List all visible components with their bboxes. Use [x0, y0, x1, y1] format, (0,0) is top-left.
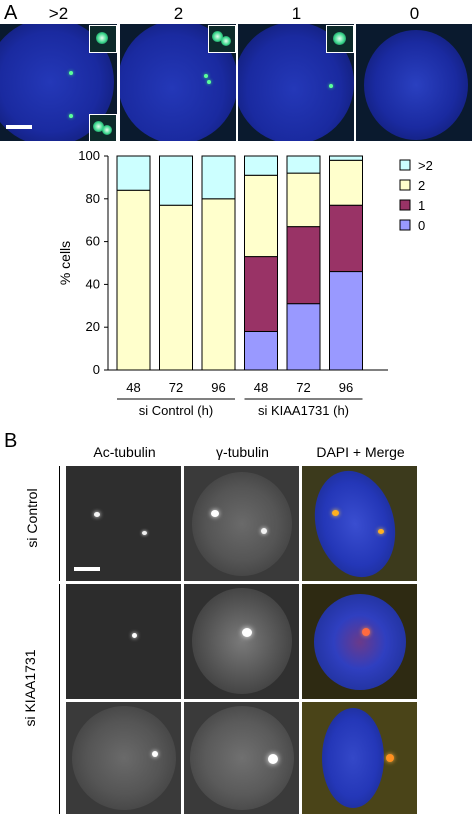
- bar-segment-2: [201, 198, 236, 371]
- image-label-0: 0: [409, 4, 420, 23]
- centriole-signal: [69, 114, 73, 118]
- centrosome-signal: [386, 754, 394, 762]
- micrograph-0: [356, 24, 472, 141]
- y-tick-label: 20: [86, 319, 100, 334]
- inset-zoom: [89, 25, 117, 53]
- bar-segment-2: [116, 189, 151, 371]
- centrosome-signal: [268, 754, 278, 764]
- image-label-gt2: >2: [48, 4, 69, 23]
- bar-segment-gt2: [244, 155, 278, 176]
- micrograph-control-merge: [302, 466, 417, 581]
- cell-body: [192, 472, 292, 576]
- panel-letter-b: B: [4, 430, 18, 452]
- column-label-dapi-merge: DAPI + Merge: [316, 444, 405, 460]
- cell-body: [190, 706, 294, 810]
- cell-body: [192, 588, 292, 694]
- legend-entry: 2: [418, 178, 425, 193]
- bar-segment-2: [329, 159, 363, 206]
- micrograph-2: [120, 24, 236, 141]
- micrograph-control-gamma-tubulin: [184, 466, 299, 581]
- y-tick-label: 40: [86, 276, 100, 291]
- centriole-signal: [69, 71, 73, 75]
- micrograph-kiaa-merge-1: [302, 584, 417, 699]
- centriole-signal: [204, 74, 208, 78]
- y-tick-label: 100: [78, 148, 100, 163]
- micrograph-1: [238, 24, 354, 141]
- x-tick-label: 48: [126, 380, 140, 395]
- column-label-gamma-tubulin: γ-tubulin: [216, 444, 269, 460]
- micrograph-gt2: [0, 24, 117, 141]
- bar-segment-1: [244, 256, 278, 332]
- bar-segment-0: [244, 330, 278, 371]
- centrosome-signal: [261, 528, 267, 534]
- centrosome-signal: [94, 512, 100, 517]
- y-tick-label: 60: [86, 234, 100, 249]
- panel-letter-a: A: [4, 2, 18, 24]
- centrosome-signal: [242, 628, 252, 637]
- centrosome-signal: [332, 510, 339, 516]
- nucleus-0: [364, 30, 468, 140]
- micrograph-kiaa-gamma-tubulin-1: [184, 584, 299, 699]
- cell-body: [72, 706, 176, 810]
- bar-segment-0: [286, 303, 321, 371]
- centrosome-signal: [152, 751, 158, 757]
- legend-swatch: [399, 179, 411, 191]
- inset-zoom: [208, 25, 236, 53]
- bar-segment-2: [286, 172, 321, 228]
- legend-entry: >2: [418, 158, 433, 173]
- y-axis-label: % cells: [57, 241, 73, 285]
- bar-segment-1: [329, 204, 363, 273]
- column-label-ac-tubulin: Ac-tubulin: [93, 444, 156, 460]
- row-label-si-kiaa1731: si KIAA1731: [22, 649, 38, 727]
- scale-bar: [74, 567, 100, 571]
- legend-swatch: [399, 159, 411, 171]
- row-bracket-kiaa1731: [59, 584, 60, 814]
- x-tick-label: 96: [211, 380, 225, 395]
- group-label: si Control (h): [139, 403, 213, 418]
- bar-segment-gt2: [286, 155, 321, 174]
- centrosome-signal: [362, 628, 370, 636]
- legend-swatch: [399, 199, 411, 211]
- legend-entry: 0: [418, 218, 425, 233]
- y-tick-label: 0: [93, 362, 100, 377]
- micrograph-control-ac-tubulin: [66, 466, 181, 581]
- inset-zoom: [89, 114, 117, 141]
- bar-segment-gt2: [201, 155, 236, 200]
- micrograph-kiaa-merge-2: [302, 702, 417, 814]
- x-tick-label: 96: [339, 380, 353, 395]
- centriole-signal: [329, 84, 333, 88]
- x-tick-label: 48: [254, 380, 268, 395]
- group-label: si KIAA1731 (h): [258, 403, 349, 418]
- legend-swatch: [399, 219, 411, 231]
- x-tick-label: 72: [169, 380, 183, 395]
- centrosome-signal: [211, 510, 219, 517]
- chromatin-dapi: [303, 466, 407, 581]
- bar-segment-2: [244, 174, 278, 258]
- chromatin-dapi: [314, 594, 406, 690]
- y-tick-label: 80: [86, 191, 100, 206]
- x-tick-label: 72: [296, 380, 310, 395]
- centrosome-signal: [132, 633, 137, 638]
- bar-segment-gt2: [159, 155, 193, 206]
- centrosome-signal: [378, 529, 384, 534]
- row-label-si-control: si Control: [24, 488, 40, 548]
- image-label-1: 1: [291, 4, 302, 23]
- micrograph-kiaa-ac-tubulin-1: [66, 584, 181, 699]
- bar-segment-gt2: [116, 155, 151, 191]
- image-label-2: 2: [173, 4, 184, 23]
- centrosome-signal: [142, 531, 147, 535]
- bar-segment-2: [159, 204, 193, 371]
- micrograph-kiaa-ac-tubulin-2: [66, 702, 181, 814]
- bar-segment-0: [329, 271, 363, 371]
- legend-entry: 1: [418, 198, 425, 213]
- micrograph-kiaa-gamma-tubulin-2: [184, 702, 299, 814]
- inset-zoom: [326, 25, 354, 53]
- bar-segment-1: [286, 226, 321, 305]
- centriole-signal: [207, 80, 211, 84]
- row-bracket-control: [59, 466, 60, 581]
- bar-segment-gt2: [329, 155, 363, 161]
- scale-bar: [6, 125, 32, 129]
- chromatin-dapi: [322, 708, 384, 808]
